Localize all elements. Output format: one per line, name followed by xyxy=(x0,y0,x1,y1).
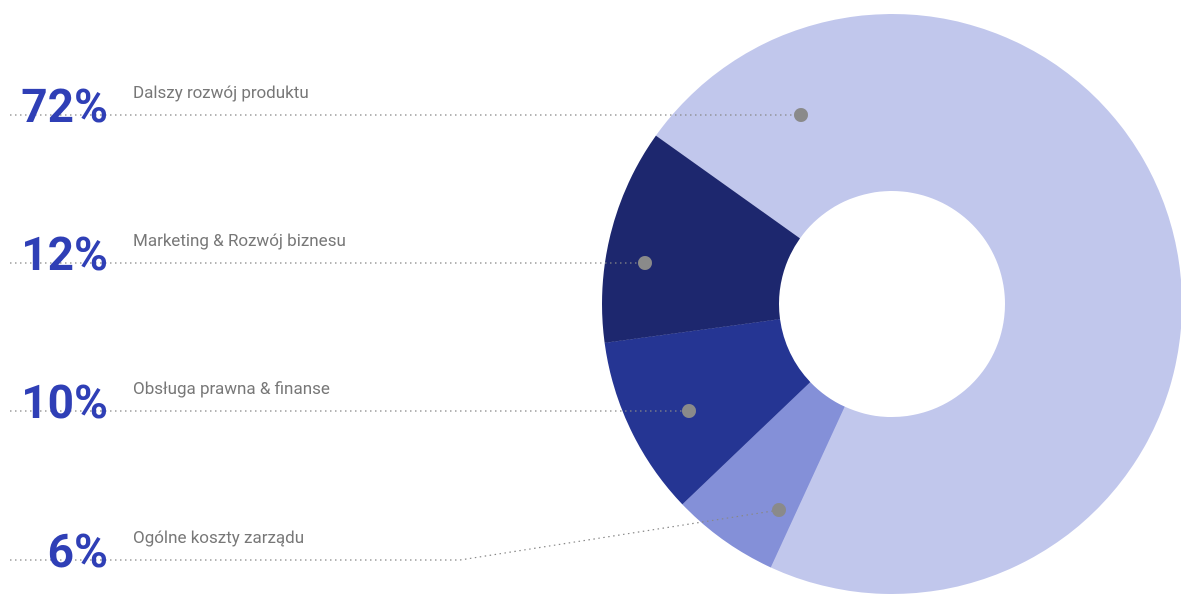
percent-label: 72% xyxy=(21,80,108,134)
leader-dot xyxy=(794,108,808,122)
donut-segment xyxy=(682,382,845,568)
leader-dot xyxy=(682,404,696,418)
donut-segment xyxy=(601,135,801,343)
leader-dot xyxy=(772,503,786,517)
donut-segment xyxy=(655,14,1181,594)
category-label: Obsługa prawna & finanse xyxy=(133,379,330,399)
leader-dot xyxy=(638,256,652,270)
category-label: Ogólne koszty zarządu xyxy=(133,528,304,548)
percent-label: 6% xyxy=(48,525,108,579)
donut-segment xyxy=(604,319,811,505)
percent-label: 12% xyxy=(21,228,108,282)
leader-line xyxy=(10,509,780,561)
category-label: Dalszy rozwój produktu xyxy=(133,83,309,103)
percent-label: 10% xyxy=(21,376,108,430)
category-label: Marketing & Rozwój biznesu xyxy=(133,231,346,251)
